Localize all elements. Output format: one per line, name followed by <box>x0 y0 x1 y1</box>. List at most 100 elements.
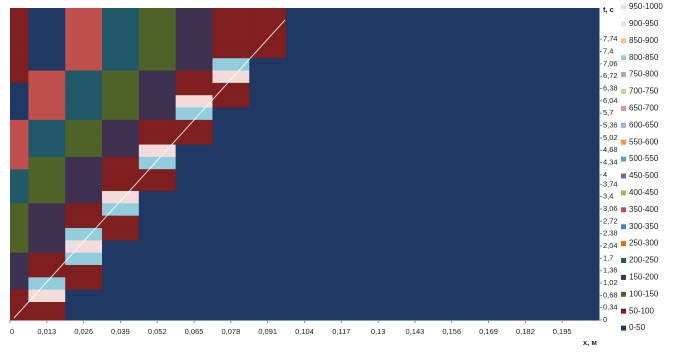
surface-cell <box>65 70 102 83</box>
legend-label: 300-350 <box>629 222 659 231</box>
surface-cell <box>212 156 249 169</box>
surface-cell <box>65 252 102 265</box>
surface-cell <box>249 190 286 203</box>
surface-cell <box>397 169 434 180</box>
surface-cell <box>433 70 470 83</box>
legend-swatch <box>621 174 626 179</box>
surface-cell <box>397 119 434 132</box>
surface-cell <box>212 203 249 216</box>
surface-cell <box>65 132 102 145</box>
surface-cell <box>286 45 323 58</box>
surface-cell <box>507 314 544 321</box>
surface-cell <box>102 169 139 180</box>
surface-cell <box>360 169 397 180</box>
surface-cell <box>360 82 397 95</box>
surface-cell <box>323 277 360 290</box>
y-tick-label: 1,7 <box>603 253 613 262</box>
surface-cell <box>286 252 323 265</box>
surface-cell <box>507 180 544 191</box>
surface-cell <box>10 95 29 108</box>
surface-cell <box>360 215 397 228</box>
surface-cell <box>433 8 470 46</box>
surface-cell <box>323 314 360 321</box>
surface-cell <box>139 289 176 302</box>
surface-cell <box>507 227 544 240</box>
x-tick-label: 0,156 <box>442 327 461 336</box>
surface-cell <box>249 107 286 120</box>
surface-cell <box>249 58 286 71</box>
legend-swatch <box>621 207 626 212</box>
surface-cell <box>176 314 213 321</box>
surface-cell <box>323 95 360 108</box>
y-tick-label: 0,68 <box>603 290 618 299</box>
surface-cell <box>397 132 434 145</box>
surface-cell <box>249 203 286 216</box>
legend-label: 100-150 <box>629 289 659 298</box>
surface-cell <box>176 264 213 277</box>
surface-cell <box>544 58 600 71</box>
surface-cell <box>102 144 139 157</box>
y-tick-label: 7,4 <box>603 47 613 56</box>
surface-cell <box>28 190 65 203</box>
legend-swatch <box>621 275 626 280</box>
surface-cell <box>286 203 323 216</box>
surface-cell <box>544 82 600 95</box>
surface-cell <box>507 95 544 108</box>
surface-cell <box>176 45 213 58</box>
x-tick-label: 0,078 <box>221 327 240 336</box>
surface-cell <box>28 169 65 180</box>
surface-cell <box>507 144 544 157</box>
surface-cell <box>10 156 29 169</box>
surface-cell <box>397 82 434 95</box>
legend-label: 950-1000 <box>629 2 663 11</box>
surface-cell <box>28 82 65 95</box>
surface-cell <box>470 144 507 157</box>
surface-cell <box>176 252 213 265</box>
surface-cell <box>323 119 360 132</box>
surface-cell <box>212 119 249 132</box>
surface-cell <box>433 180 470 191</box>
surface-cell <box>65 82 102 95</box>
surface-cell <box>433 190 470 203</box>
surface-cell <box>397 240 434 253</box>
surface-cell <box>65 8 102 46</box>
surface-cell <box>470 156 507 169</box>
legend-swatch <box>621 241 626 246</box>
surface-cell <box>544 252 600 265</box>
surface-cell <box>433 82 470 95</box>
surface-cell <box>544 132 600 145</box>
legend-label: 700-750 <box>629 87 659 96</box>
surface-cell <box>507 215 544 228</box>
surface-cell <box>212 70 249 83</box>
surface-cell <box>397 277 434 290</box>
legend-swatch <box>621 292 626 297</box>
y-tick-label: 1,02 <box>603 278 618 287</box>
surface-cell <box>65 144 102 157</box>
legend-swatch <box>621 140 626 145</box>
surface-cell <box>249 169 286 180</box>
surface-cell <box>212 8 249 46</box>
legend-swatch <box>621 5 626 10</box>
surface-cell <box>102 58 139 71</box>
legend-label: 500-550 <box>629 154 659 163</box>
y-tick-label: 4,68 <box>603 145 618 154</box>
surface-cell <box>102 203 139 216</box>
surface-cell <box>323 82 360 95</box>
surface-cell <box>397 58 434 71</box>
legend-label: 800-850 <box>629 53 659 62</box>
surface-cell <box>544 95 600 108</box>
surface-cell <box>286 215 323 228</box>
surface-cell <box>397 264 434 277</box>
surface-cell <box>10 215 29 228</box>
surface-cell <box>139 58 176 71</box>
surface-cell <box>360 119 397 132</box>
surface-cell <box>249 314 286 321</box>
surface-cell <box>323 252 360 265</box>
surface-cell <box>176 119 213 132</box>
surface-cell <box>360 58 397 71</box>
surface-cell <box>433 301 470 314</box>
surface-cell <box>176 227 213 240</box>
surface-cell <box>139 264 176 277</box>
surface-cell <box>507 252 544 265</box>
surface-cell <box>470 289 507 302</box>
